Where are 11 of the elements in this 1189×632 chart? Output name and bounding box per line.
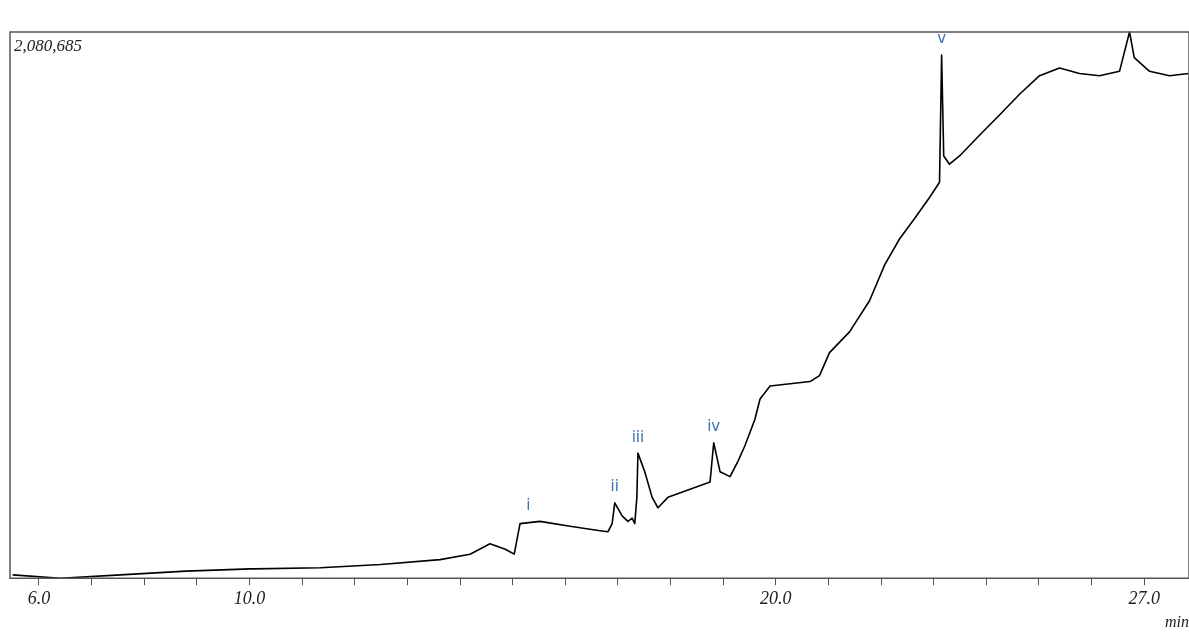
annotation: iv <box>707 417 721 436</box>
annotation: 2,080,685 <box>14 35 82 55</box>
x-axis-title: min <box>1165 612 1189 630</box>
x-tick-label: 20.0 <box>760 587 792 608</box>
x-tick-label: 6.0 <box>27 587 51 608</box>
annotation: v <box>937 29 947 48</box>
x-tick-label: 10.0 <box>233 587 266 608</box>
annotation: ii <box>610 477 619 496</box>
annotation: iii <box>631 427 645 446</box>
x-tick-label: 27.0 <box>1128 587 1161 608</box>
annotation: i <box>526 495 531 514</box>
